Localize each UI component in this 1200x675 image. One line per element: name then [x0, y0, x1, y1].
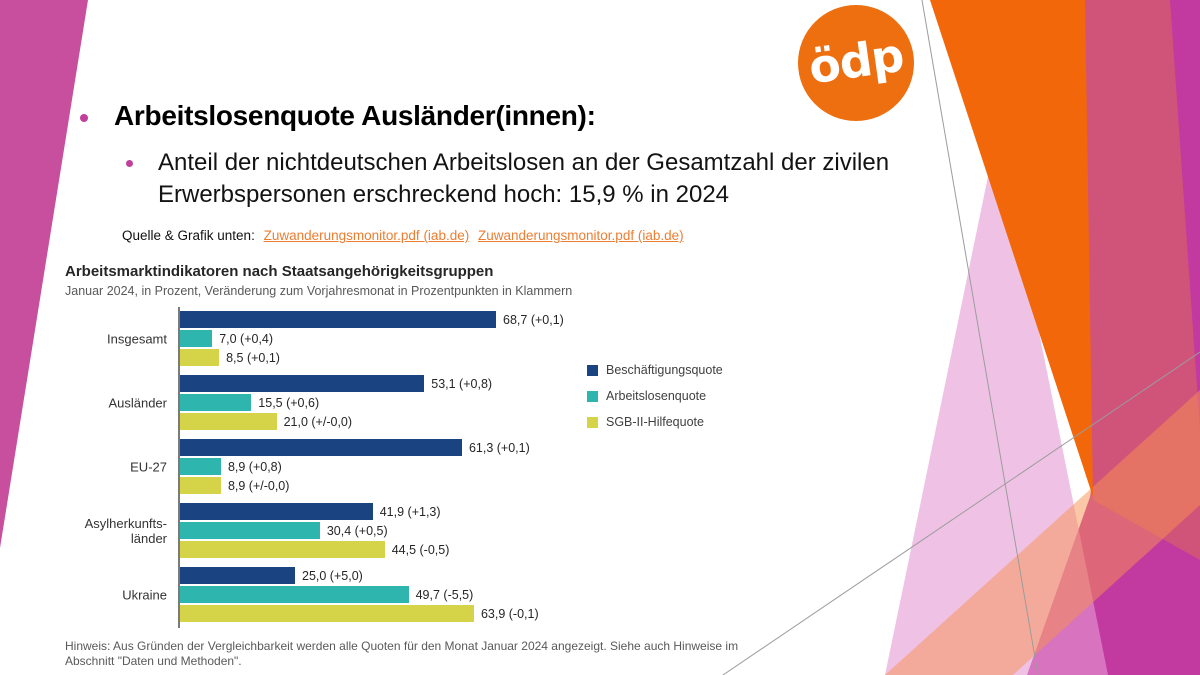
bar-group: Ausländer 53,1 (+0,8) 15,5 (+0,6) 21,0 (+/-… — [65, 375, 755, 430]
bar-row: 61,3 (+0,1) — [180, 439, 755, 456]
legend-label: Beschäftigungsquote — [606, 363, 723, 377]
bar-value-label: 41,9 (+1,3) — [379, 504, 441, 519]
bar — [180, 458, 221, 475]
y-axis-line — [178, 307, 180, 628]
bar — [180, 413, 277, 430]
bar-group: EU-27 61,3 (+0,1) 8,9 (+0,8) 8,9 (+/-0,0) — [65, 439, 755, 494]
title-row: Arbeitslosenquote Ausländer(innen): — [80, 100, 596, 132]
bar — [180, 477, 221, 494]
chart-title: Arbeitsmarktindikatoren nach Staatsangeh… — [65, 263, 494, 280]
sub-bullet-icon — [126, 160, 133, 167]
category-label: EU-27 — [130, 459, 167, 474]
bar — [180, 586, 409, 603]
title-bullet-icon — [80, 114, 88, 122]
bar — [180, 375, 425, 392]
thin-diagonal-line-1 — [921, 0, 1039, 675]
source-link-2[interactable]: Zuwanderungsmonitor.pdf (iab.de) — [477, 228, 684, 243]
chart-legend: Beschäftigungsquote Arbeitslosenquote SGB-… — [587, 363, 723, 441]
bar-value-label: 25,0 (+5,0) — [302, 568, 363, 583]
bar-row: 8,9 (+0,8) — [180, 458, 755, 475]
legend-item: Arbeitslosenquote — [587, 389, 723, 403]
chart-plot-area: Insgesamt 68,7 (+0,1) 7,0 (+0,4) 8,5 (+0,1)… — [65, 307, 755, 628]
bar-row: 8,9 (+/-0,0) — [180, 477, 755, 494]
category-label: Ausländer — [108, 395, 167, 410]
right-peach-shape — [885, 390, 1200, 675]
bar-value-label: 21,0 (+/-0,0) — [283, 414, 353, 429]
bar-row: 68,7 (+0,1) — [180, 311, 755, 328]
bar-value-label: 15,5 (+0,6) — [258, 395, 320, 410]
bar — [180, 541, 385, 558]
bar — [180, 439, 462, 456]
bar-row: 15,5 (+0,6) — [180, 394, 755, 411]
bar — [180, 522, 320, 539]
bar — [180, 311, 497, 328]
bar-row: 49,7 (-5,5) — [180, 586, 755, 603]
bar-value-label: 30,4 (+0,5) — [326, 523, 388, 538]
right-orange-wedge — [930, 0, 1093, 497]
bar-group: Asylherkunfts- länder 41,9 (+1,3) 30,4 (+0… — [65, 503, 755, 558]
left-wedge-shape — [0, 0, 88, 548]
bar — [180, 330, 213, 347]
bullet-row: Anteil der nichtdeutschen Arbeitslosen a… — [126, 147, 1056, 211]
bar-value-label: 61,3 (+0,1) — [468, 440, 530, 455]
chart-subtitle: Januar 2024, in Prozent, Veränderung zum… — [65, 284, 573, 298]
legend-item: Beschäftigungsquote — [587, 363, 723, 377]
bar-row: 63,9 (-0,1) — [180, 605, 755, 622]
bar-row: 41,9 (+1,3) — [180, 503, 755, 520]
bullet-text: Anteil der nichtdeutschen Arbeitslosen a… — [158, 149, 890, 208]
legend-item: SGB-II-Hilfequote — [587, 415, 723, 429]
bar-value-label: 8,9 (+0,8) — [227, 459, 282, 474]
bar-value-label: 8,9 (+/-0,0) — [227, 478, 290, 493]
bar-value-label: 8,5 (+0,1) — [226, 350, 280, 365]
bar-chart: Arbeitsmarktindikatoren nach Staatsangeh… — [65, 263, 755, 628]
legend-swatch-icon — [587, 416, 598, 428]
bar-row: 21,0 (+/-0,0) — [180, 413, 755, 430]
bar — [180, 567, 295, 584]
bar-group: Ukraine 25,0 (+5,0) 49,7 (-5,5) 63,9 (-0,1) — [65, 567, 755, 622]
source-prefix: Quelle & Grafik unten: — [122, 228, 255, 243]
bar-group: Insgesamt 68,7 (+0,1) 7,0 (+0,4) 8,5 (+0,1) — [65, 311, 755, 366]
bar-value-label: 68,7 (+0,1) — [503, 312, 564, 327]
bar-row: 30,4 (+0,5) — [180, 522, 755, 539]
bar-value-label: 63,9 (-0,1) — [480, 606, 539, 621]
legend-swatch-icon — [587, 364, 598, 376]
bar-row: 25,0 (+5,0) — [180, 567, 755, 584]
bar — [180, 394, 252, 411]
bar-row: 8,5 (+0,1) — [180, 349, 755, 366]
bar — [180, 349, 220, 366]
bar-value-label: 49,7 (-5,5) — [415, 587, 474, 602]
category-label: Asylherkunfts- länder — [84, 515, 167, 546]
bar-value-label: 44,5 (-0,5) — [391, 542, 450, 557]
legend-swatch-icon — [587, 390, 598, 402]
bar-row: 7,0 (+0,4) — [180, 330, 755, 347]
bar — [180, 605, 474, 622]
category-label: Insgesamt — [107, 331, 167, 346]
source-link-1[interactable]: Zuwanderungsmonitor.pdf (iab.de) — [263, 228, 470, 243]
bar-value-label: 7,0 (+0,4) — [219, 331, 274, 346]
thin-diagonal-line-2 — [722, 351, 1200, 675]
bar-value-label: 53,1 (+0,8) — [431, 376, 493, 391]
bar-row: 53,1 (+0,8) — [180, 375, 755, 392]
bar-row: 44,5 (-0,5) — [180, 541, 755, 558]
category-label: Ukraine — [122, 587, 167, 602]
bar — [180, 503, 373, 520]
chart-note: Hinweis: Aus Gründen der Vergleichbarkei… — [65, 639, 739, 668]
source-line: Quelle & Grafik unten: Zuwanderungsmonit… — [122, 228, 684, 243]
odp-logo: ödp — [798, 5, 914, 121]
legend-label: SGB-II-Hilfequote — [606, 415, 704, 429]
legend-label: Arbeitslosenquote — [606, 389, 707, 403]
slide-title: Arbeitslosenquote Ausländer(innen): — [114, 100, 596, 131]
